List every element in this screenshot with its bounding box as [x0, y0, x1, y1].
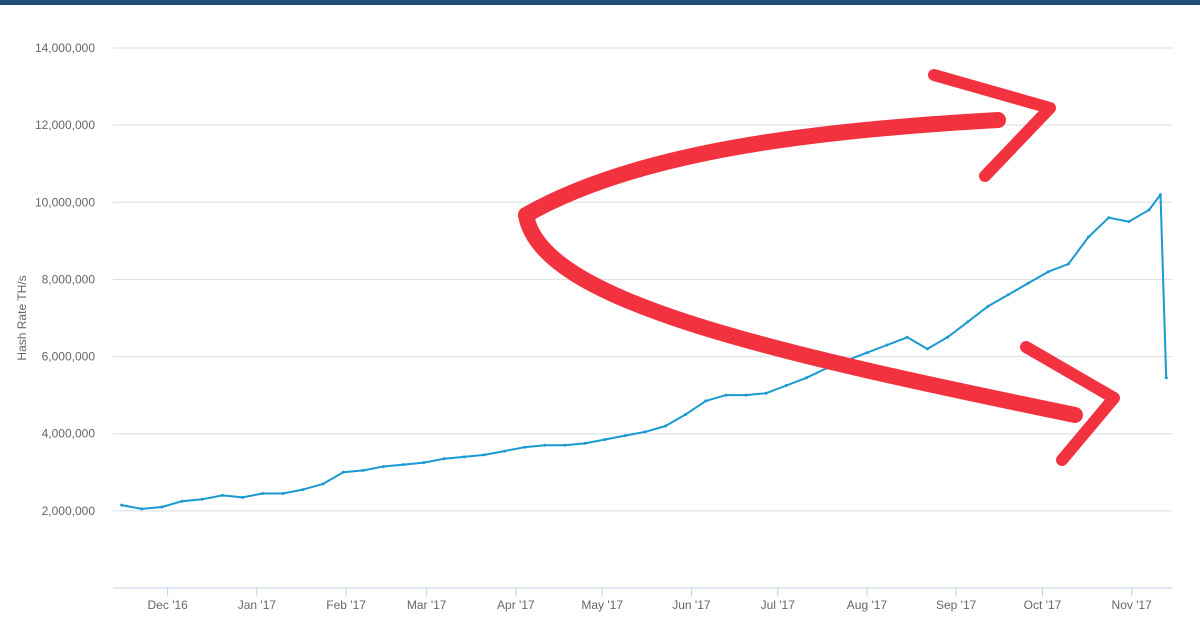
- x-tick-label: Mar '17: [407, 598, 447, 612]
- hash-rate-data-point: [1127, 220, 1131, 224]
- hash-rate-data-point: [1046, 270, 1050, 274]
- hash-rate-data-point: [1147, 208, 1151, 212]
- hash-rate-data-point: [422, 461, 426, 465]
- top-bar: [0, 0, 1200, 5]
- hash-rate-data-point: [623, 434, 627, 438]
- hash-rate-data-point: [261, 492, 265, 495]
- hash-rate-data-point: [180, 499, 184, 503]
- hash-rate-data-point: [1066, 262, 1070, 266]
- x-tick-label: Jul '17: [761, 598, 796, 612]
- x-tick-label: Feb '17: [326, 598, 366, 612]
- annotation-arrow-upper-head: [928, 69, 1056, 182]
- hash-rate-data-point: [140, 507, 144, 511]
- hash-rate-data-point: [321, 482, 325, 486]
- hash-rate-data-point: [1006, 293, 1010, 297]
- hash-rate-data-point: [160, 505, 164, 509]
- hash-rate-data-point: [502, 449, 506, 453]
- hash-rate-data-point: [281, 492, 285, 495]
- y-tick-label: 14,000,000: [35, 41, 95, 55]
- x-tick-label: Jan '17: [238, 598, 277, 612]
- hash-rate-data-point: [986, 304, 990, 308]
- x-tick-label: May '17: [581, 598, 623, 612]
- hash-rate-data-point: [704, 399, 708, 403]
- hash-rate-data-point: [442, 457, 446, 461]
- series-layer: [120, 193, 1168, 511]
- hash-rate-data-point: [402, 463, 406, 467]
- hash-rate-data-point: [583, 441, 587, 445]
- hash-rate-data-point: [543, 443, 547, 447]
- y-tick-label: 2,000,000: [42, 504, 96, 518]
- x-tick-label: Aug '17: [847, 598, 888, 612]
- hash-rate-data-point: [905, 335, 909, 339]
- hash-rate-data-point: [200, 497, 204, 501]
- hash-rate-data-point: [462, 455, 466, 459]
- hash-rate-data-point: [1026, 281, 1030, 285]
- hash-rate-data-point: [885, 343, 889, 347]
- y-tick-label: 8,000,000: [42, 272, 96, 286]
- hash-rate-data-point: [361, 468, 365, 472]
- axes: 2,000,000 4,000,000 6,000,000 8,000,000 10,0…: [35, 41, 1172, 612]
- hash-rate-data-point: [925, 347, 929, 351]
- hash-rate-data-point: [1107, 216, 1111, 220]
- hash-rate-data-point: [1164, 376, 1168, 380]
- y-tick-label: 12,000,000: [35, 118, 95, 132]
- annotation-arrow-lower-curve: [518, 207, 1083, 423]
- y-tick-label: 4,000,000: [42, 427, 96, 441]
- hash-rate-data-point: [120, 503, 124, 507]
- hash-rate-data-point: [764, 391, 768, 395]
- x-tick-label: Apr '17: [497, 598, 535, 612]
- hash-rate-data-point: [563, 443, 567, 447]
- hash-rate-data-point: [946, 335, 950, 339]
- gridlines: [113, 47, 1172, 512]
- annotation-arrow-lower-head: [1020, 341, 1120, 466]
- x-tick-label: Nov '17: [1112, 598, 1153, 612]
- y-tick-label: 10,000,000: [35, 195, 95, 209]
- x-tick-label: Sep '17: [936, 598, 977, 612]
- hash-rate-data-point: [523, 445, 527, 449]
- hash-rate-series-line: [121, 193, 1168, 510]
- hash-rate-data-point: [744, 393, 748, 397]
- annotation-arrow-upper-curve: [518, 112, 1006, 223]
- hash-rate-data-point: [966, 320, 970, 324]
- hash-rate-data-point: [1158, 193, 1162, 197]
- y-axis-title: Hash Rate TH/s: [15, 275, 29, 360]
- hash-rate-data-point: [341, 470, 345, 474]
- x-tick-label: Dec '16: [148, 598, 189, 612]
- hash-rate-data-point: [482, 453, 486, 457]
- hash-rate-data-point: [301, 488, 305, 492]
- hash-rate-data-point: [220, 493, 224, 497]
- hash-rate-data-point: [643, 430, 647, 434]
- hash-rate-data-point: [865, 351, 869, 355]
- hash-rate-data-point: [805, 376, 809, 380]
- hash-rate-data-point: [1087, 235, 1091, 239]
- hash-rate-data-point: [240, 495, 244, 499]
- annotation-arrows: [518, 69, 1120, 466]
- x-tick-label: Oct '17: [1024, 598, 1062, 612]
- hash-rate-data-point: [784, 384, 788, 387]
- hash-rate-data-point: [664, 424, 668, 428]
- hash-rate-data-point: [382, 465, 386, 468]
- hash-rate-data-point: [603, 438, 607, 441]
- hash-rate-data-point: [684, 412, 688, 416]
- hash-rate-data-point: [724, 393, 728, 397]
- x-tick-label: Jun '17: [672, 598, 711, 612]
- y-tick-label: 6,000,000: [42, 350, 96, 364]
